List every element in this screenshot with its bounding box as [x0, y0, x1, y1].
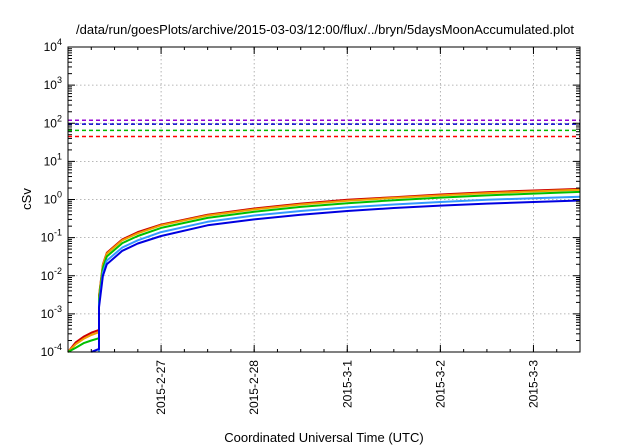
y-tick-label: 100 — [44, 190, 62, 207]
y-tick-base: 10 — [41, 269, 55, 283]
y-tick-base: 10 — [44, 154, 58, 168]
series-lines — [67, 187, 581, 353]
y-tick-label: 104 — [44, 37, 62, 54]
x-tick-label: 2015-2-27 — [154, 360, 168, 415]
y-tick-base: 10 — [44, 193, 58, 207]
y-tick-label: 101 — [44, 151, 62, 168]
x-axis-label: Coordinated Universal Time (UTC) — [224, 430, 423, 445]
y-tick-label: 102 — [44, 113, 62, 130]
y-tick-base: 10 — [44, 78, 58, 92]
y-tick-exponent: -1 — [54, 228, 62, 238]
threshold-lines — [68, 119, 580, 138]
y-tick-label: 103 — [44, 75, 62, 92]
x-tick-label: 2015-3-1 — [340, 360, 354, 408]
y-tick-base: 10 — [41, 345, 55, 359]
x-tick-label: 2015-2-28 — [247, 360, 261, 415]
chart-title: /data/run/goesPlots/archive/2015-03-03/1… — [76, 22, 574, 37]
y-tick-exponent: -4 — [54, 342, 62, 352]
y-tick-label: 10-3 — [41, 304, 62, 321]
y-axis-label: cSv — [19, 188, 34, 210]
y-tick-base: 10 — [41, 307, 55, 321]
y-tick-exponent: 3 — [57, 75, 62, 85]
series-line — [98, 195, 581, 352]
x-tick-label: 2015-3-2 — [433, 360, 447, 408]
y-tick-exponent: -3 — [54, 304, 62, 314]
y-tick-label: 10-1 — [41, 228, 62, 245]
y-tick-base: 10 — [44, 40, 58, 54]
y-tick-exponent: 2 — [57, 113, 62, 123]
y-tick-exponent: -2 — [54, 266, 62, 276]
y-tick-label: 10-2 — [41, 266, 62, 283]
series-line — [90, 199, 581, 353]
x-axis-ticks: 2015-2-27 2015-2-28 2015-3-1 2015-3-2 2015-3… — [67, 47, 581, 415]
series-line — [67, 188, 581, 353]
y-tick-label: 10-4 — [41, 342, 62, 359]
y-tick-exponent: 1 — [57, 151, 62, 161]
y-tick-exponent: 4 — [57, 37, 62, 47]
y-tick-base: 10 — [41, 231, 55, 245]
series-line — [67, 190, 581, 353]
y-tick-exponent: 0 — [57, 190, 62, 200]
y-tick-base: 10 — [44, 116, 58, 130]
x-tick-label: 2015-3-3 — [526, 360, 540, 408]
